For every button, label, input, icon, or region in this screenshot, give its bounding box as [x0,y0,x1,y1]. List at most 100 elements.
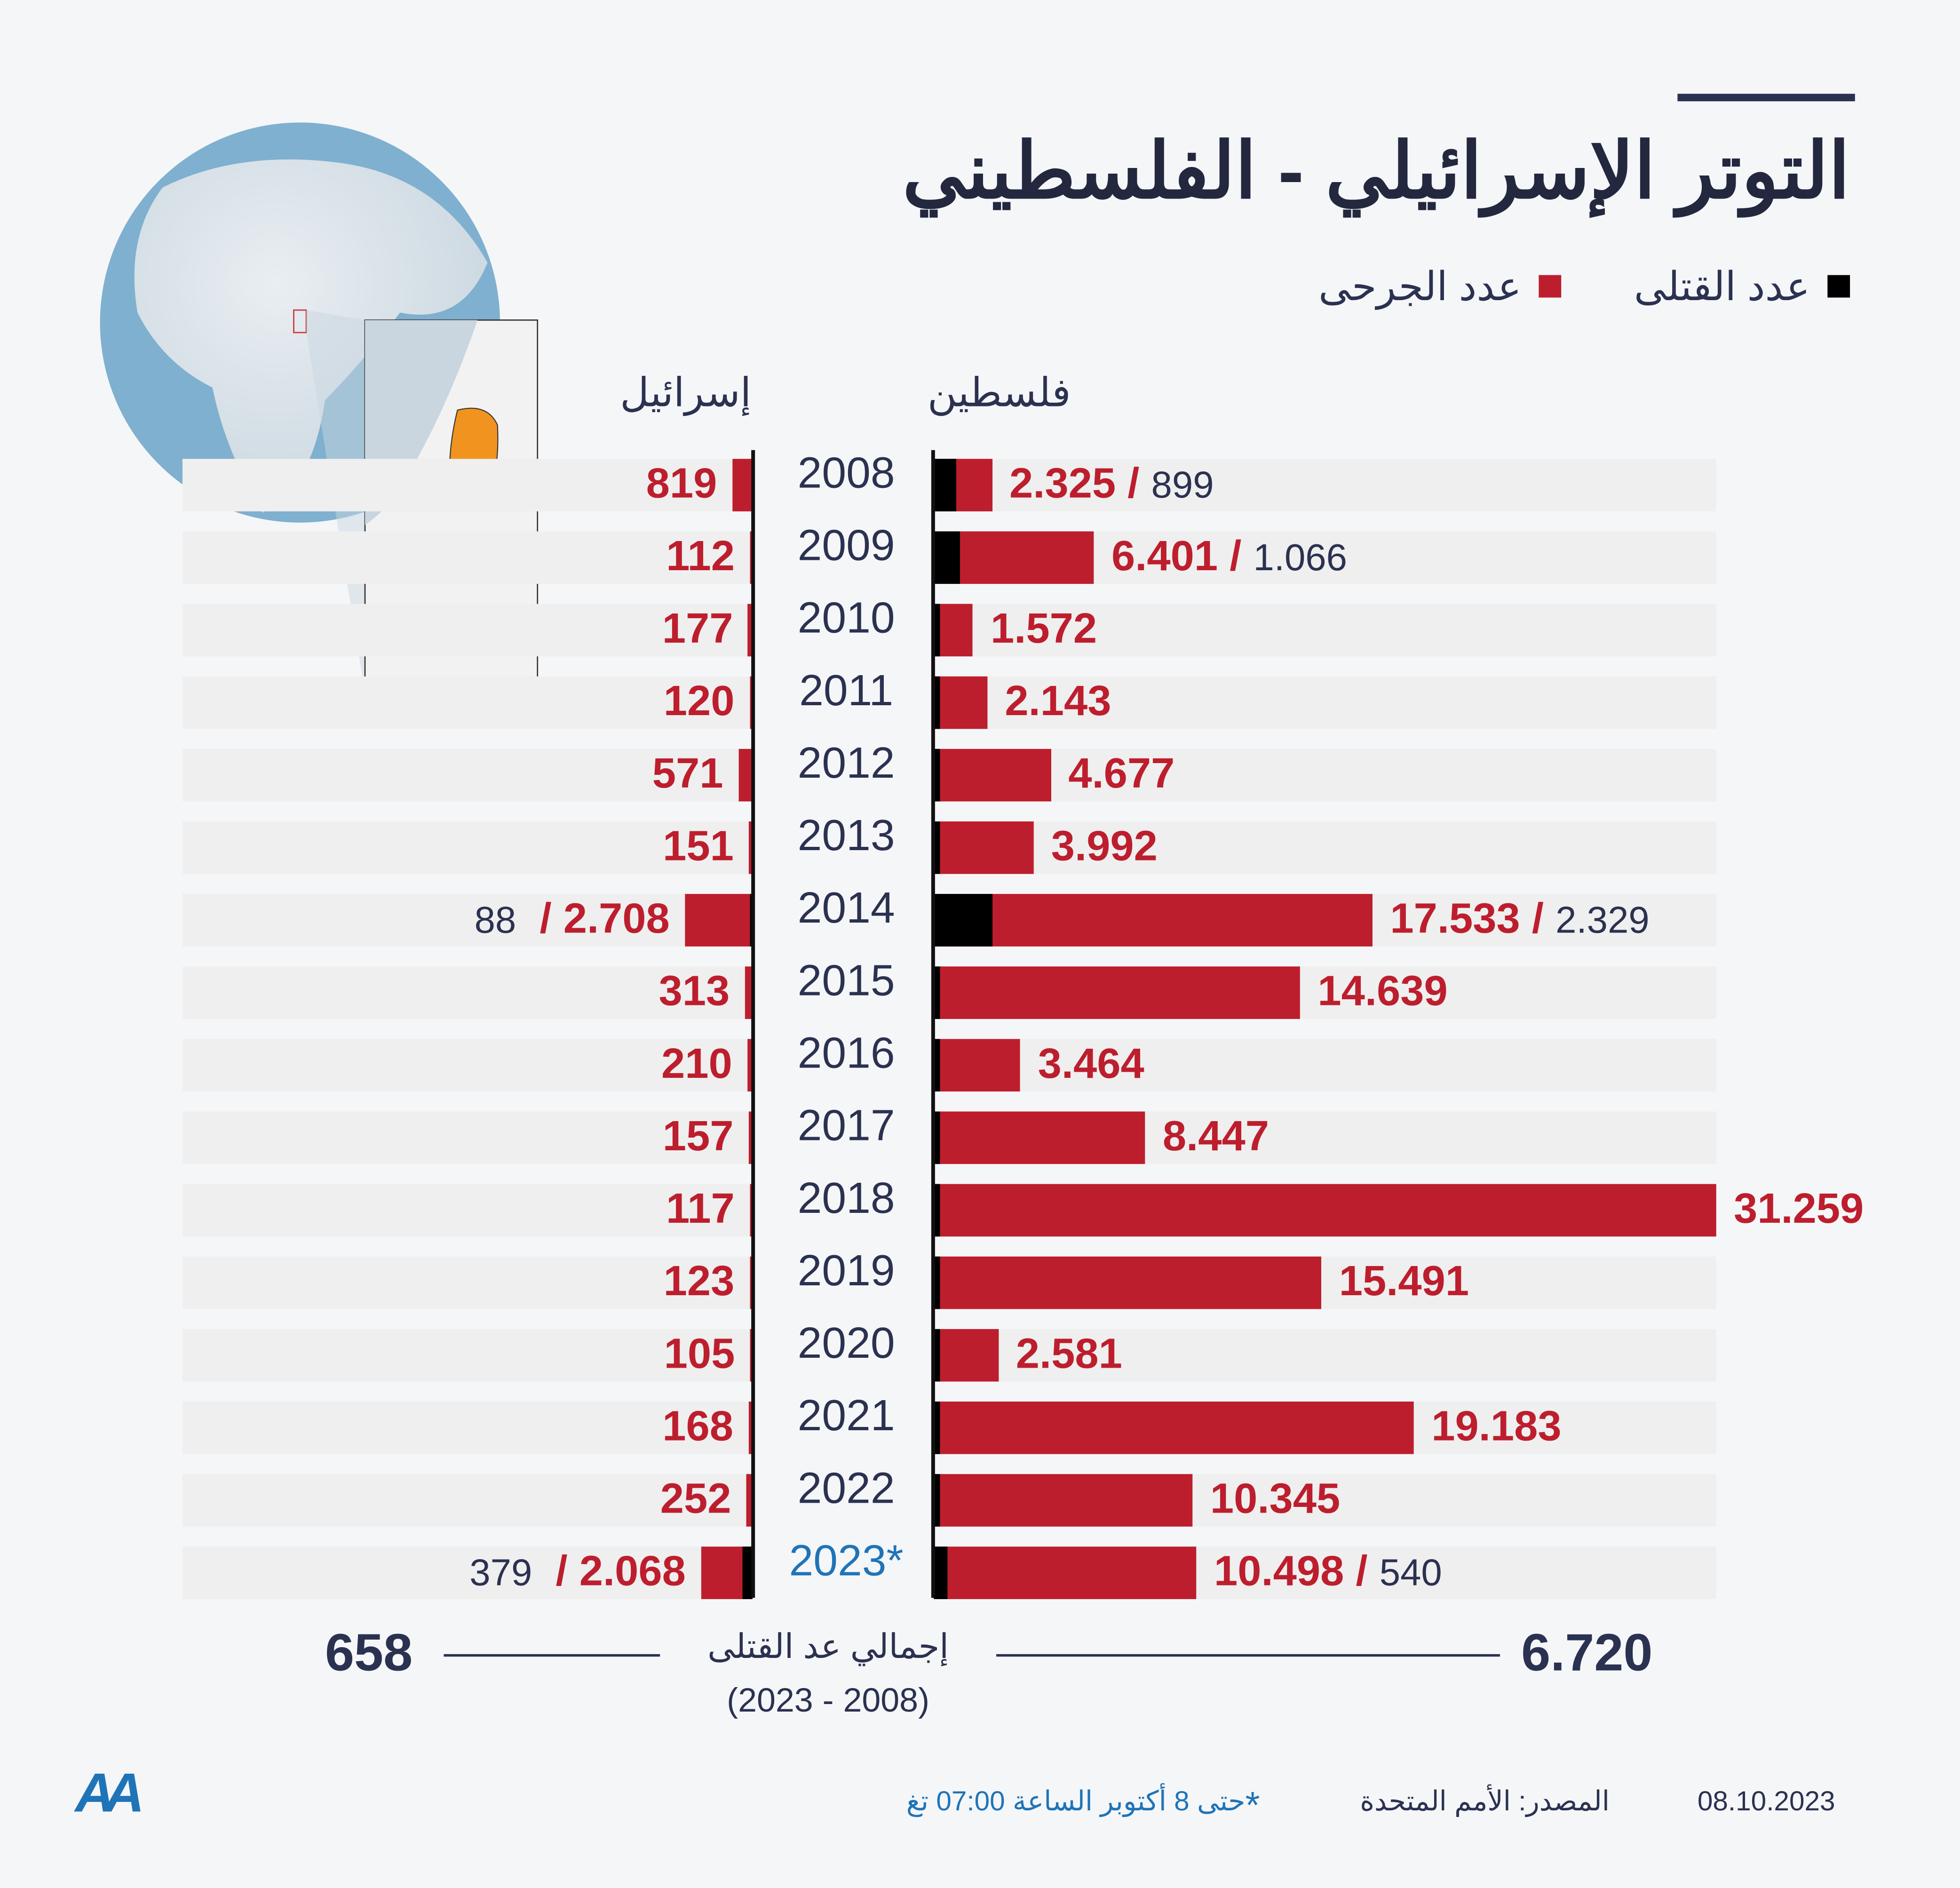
israel-injured-value: 168 [662,1402,733,1450]
israel-killed-value: 379 [469,1553,532,1594]
israel-injured-value: 313 [659,967,730,1015]
palestine-injured-value: 4.677 [1068,750,1175,798]
palestine-killed-bar [934,1111,940,1164]
palestine-killed-bar [934,459,956,511]
palestine-value-label: 2.325 / 899 [1009,460,1214,509]
year-label: 2010 [797,594,895,643]
palestine-injured-bar [934,531,1094,584]
palestine-injured-value: 10.498 [1214,1547,1344,1595]
column-header-palestine: فلسطين [927,370,1071,415]
israel-injured-value: 120 [663,677,735,725]
palestine-killed-value: 899 [1151,465,1214,507]
palestine-killed-value: 1.066 [1253,537,1347,579]
israel-injured-value: 112 [666,533,735,581]
palestine-row-band [934,459,1716,511]
israel-injured-bar [747,1039,753,1091]
israel-row-band [182,676,753,729]
palestine-injured-bar [934,604,973,657]
palestine-value-label: 3.464 [1038,1040,1144,1089]
palestine-killed-bar [934,604,940,657]
israel-row-band [182,531,753,584]
israel-row-band [182,1329,753,1382]
israel-injured-bar [748,821,753,874]
legend-killed-swatch [1827,275,1850,298]
palestine-row-band [934,1329,1716,1382]
israel-injured-bar [749,676,753,729]
palestine-row-band [934,821,1716,874]
israel-value-label: 88 / 2.708 [475,895,670,944]
palestine-injured-value: 2.581 [1016,1330,1122,1378]
total-palestine: 6.720 [1521,1623,1653,1682]
palestine-injured-value: 8.447 [1162,1113,1270,1161]
palestine-injured-bar [934,1256,1322,1309]
year-label: 2012 [797,739,895,788]
separator: / [532,1547,579,1595]
palestine-value-label: 14.639 [1317,968,1447,1017]
palestine-injured-bar [934,1039,1021,1091]
israel-injured-bar [748,604,753,657]
israel-injured-value: 571 [652,750,723,798]
israel-row-band [182,966,753,1019]
israel-row-band [182,749,753,802]
israel-value-label: 571 [652,750,723,799]
palestine-killed-bar [934,1402,940,1454]
palestine-injured-bar [934,894,1373,947]
separator: / [1218,533,1254,581]
israel-value-label: 112 [666,533,735,582]
palestine-value-label: 2.143 [1005,677,1111,726]
palestine-killed-bar [934,821,940,874]
palestine-injured-bar [934,1402,1414,1454]
israel-axis [751,450,755,1598]
palestine-row-band [934,749,1716,802]
palestine-injured-value: 2.143 [1005,677,1111,725]
year-label: 2023* [789,1537,904,1585]
israel-injured-value: 105 [664,1330,735,1378]
legend-injured-swatch [1539,275,1562,298]
israel-injured-bar [750,1329,753,1382]
palestine-injured-value: 10.345 [1210,1475,1341,1523]
palestine-killed-bar [934,1546,947,1599]
palestine-axis [931,450,935,1598]
palestine-injured-bar [934,966,1301,1019]
palestine-injured-bar [934,821,1034,874]
israel-injured-bar [749,1256,753,1309]
israel-row-band [182,1184,753,1237]
legend-injured-label: عدد الجرحى [1318,263,1522,309]
total-period: (2023 - 2008) [727,1681,929,1720]
israel-row-band [182,894,753,947]
israel-row-band [182,1256,753,1309]
column-header-israel: إسرائيل [620,370,752,415]
legend-killed-label: عدد القتلى [1634,263,1810,309]
palestine-killed-value: 540 [1379,1553,1442,1594]
israel-value-label: 117 [666,1185,735,1234]
israel-value-label: 252 [660,1475,731,1524]
year-label: 2022 [797,1464,895,1513]
page-title: التوتر الإسرائيلي - الفلسطيني [902,128,1850,215]
separator: / [1520,895,1556,943]
total-rule-left [444,1654,660,1656]
palestine-injured-bar [934,1474,1193,1527]
year-label: 2009 [797,521,895,570]
israel-injured-value: 2.068 [579,1547,686,1595]
palestine-row-band [934,1039,1716,1091]
israel-value-label: 819 [646,460,717,509]
palestine-value-label: 31.259 [1734,1185,1864,1234]
israel-row-band [182,1546,753,1599]
year-label: 2018 [797,1174,895,1223]
israel-value-label: 105 [664,1330,735,1379]
footnote-star: * [1245,1785,1260,1827]
palestine-killed-bar [934,1184,940,1237]
palestine-injured-bar [934,1184,1716,1237]
israel-injured-bar [738,749,753,802]
israel-injured-value: 151 [663,822,734,870]
year-label: 2014 [797,884,895,933]
legend: عدد القتلى عدد الجرحى [1318,263,1850,310]
palestine-killed-bar [934,894,992,947]
year-label: 2016 [797,1029,895,1078]
palestine-killed-bar [934,1039,940,1091]
israel-injured-bar [732,459,753,511]
palestine-value-label: 2.581 [1016,1330,1122,1379]
israel-injured-value: 819 [646,460,717,508]
palestine-value-label: 15.491 [1339,1258,1469,1306]
